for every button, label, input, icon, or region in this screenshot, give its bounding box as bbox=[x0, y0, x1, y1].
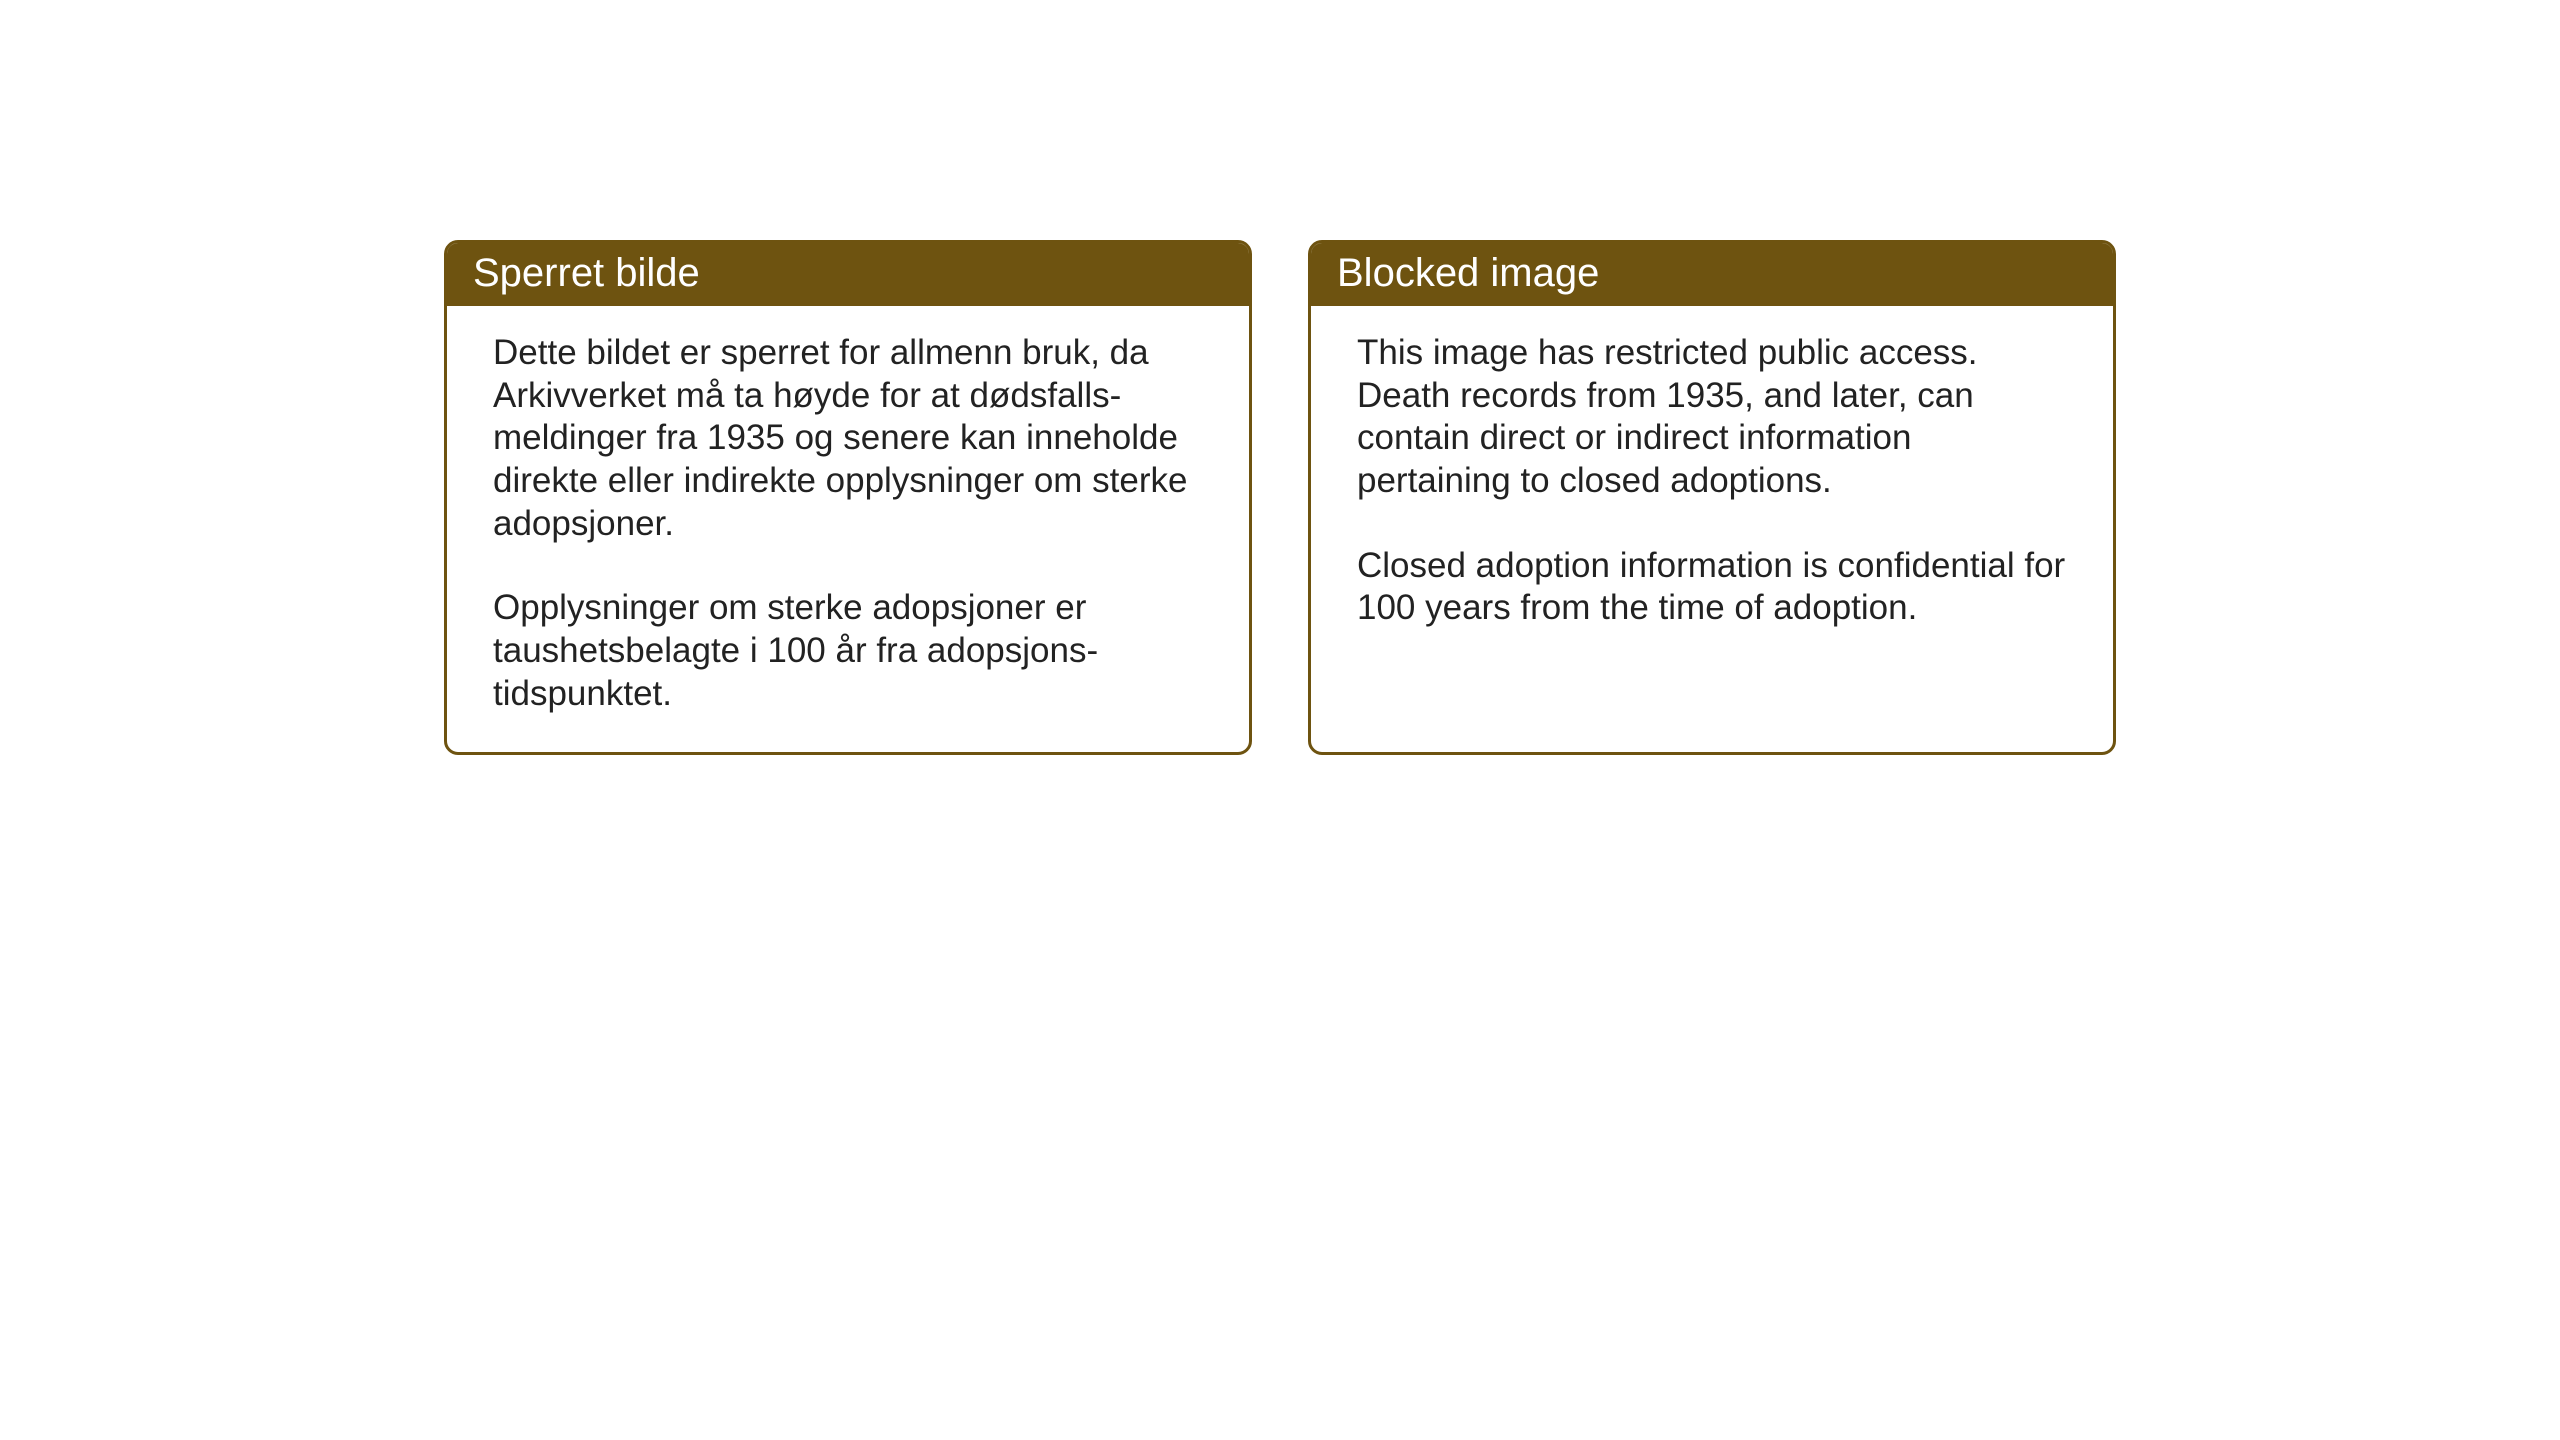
notice-header-norwegian: Sperret bilde bbox=[447, 243, 1249, 306]
notice-body-english: This image has restricted public access.… bbox=[1311, 306, 2113, 732]
notice-paragraph-english-2: Closed adoption information is confident… bbox=[1357, 545, 2067, 630]
notice-title-norwegian: Sperret bilde bbox=[473, 251, 700, 295]
notice-container: Sperret bilde Dette bildet er sperret fo… bbox=[444, 240, 2116, 755]
notice-card-english: Blocked image This image has restricted … bbox=[1308, 240, 2116, 755]
notice-header-english: Blocked image bbox=[1311, 243, 2113, 306]
notice-paragraph-norwegian-2: Opplysninger om sterke adopsjoner er tau… bbox=[493, 587, 1203, 715]
notice-title-english: Blocked image bbox=[1337, 251, 1599, 295]
notice-card-norwegian: Sperret bilde Dette bildet er sperret fo… bbox=[444, 240, 1252, 755]
notice-paragraph-english-1: This image has restricted public access.… bbox=[1357, 332, 2067, 503]
notice-body-norwegian: Dette bildet er sperret for allmenn bruk… bbox=[447, 306, 1249, 752]
notice-paragraph-norwegian-1: Dette bildet er sperret for allmenn bruk… bbox=[493, 332, 1203, 545]
